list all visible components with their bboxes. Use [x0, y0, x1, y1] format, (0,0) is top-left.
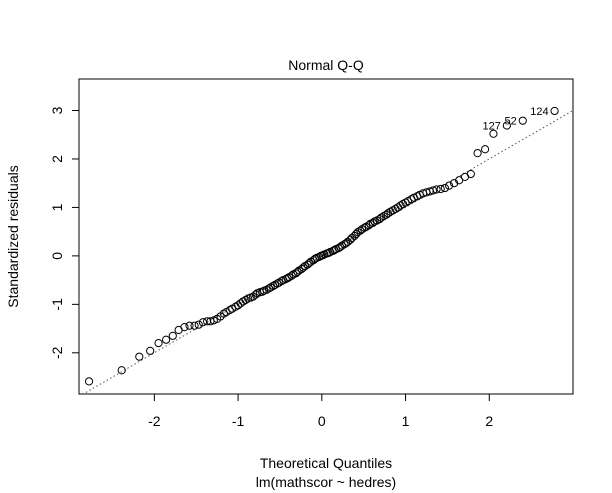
data-point — [489, 129, 498, 138]
data-point — [368, 218, 377, 228]
data-point — [440, 183, 449, 193]
chart-title: Normal Q-Q — [288, 57, 364, 73]
x-tick-label: 0 — [318, 413, 326, 429]
data-point — [258, 287, 267, 296]
point-label: 52 — [505, 116, 517, 128]
data-point — [444, 181, 454, 190]
data-point — [84, 377, 94, 386]
data-point — [432, 185, 441, 194]
data-point — [190, 321, 199, 330]
data-point — [293, 267, 302, 276]
data-point — [364, 221, 373, 230]
data-point — [336, 243, 345, 252]
data-point — [185, 321, 194, 330]
y-tick-label: -2 — [49, 346, 65, 359]
data-point — [466, 169, 475, 179]
data-point — [299, 263, 308, 272]
data-point — [154, 339, 163, 348]
data-point-labeled — [518, 116, 527, 125]
data-point — [436, 184, 445, 194]
x-tick-label: 2 — [485, 413, 493, 429]
data-point — [287, 271, 296, 280]
data-point — [117, 366, 126, 375]
y-tick-label: 3 — [49, 106, 65, 114]
data-point — [194, 320, 203, 329]
point-label: 124 — [530, 106, 548, 118]
data-point — [375, 214, 384, 224]
data-point — [180, 323, 189, 332]
y-tick-label: 2 — [49, 155, 65, 163]
data-point — [135, 352, 144, 361]
data-point — [360, 223, 369, 232]
data-point — [480, 145, 490, 154]
y-tick-label: 1 — [49, 203, 65, 211]
data-point — [429, 186, 438, 195]
data-point — [356, 226, 365, 235]
x-tick-label: -2 — [148, 413, 161, 429]
data-point — [473, 149, 482, 158]
data-point-labeled — [550, 106, 559, 116]
data-point — [283, 274, 292, 283]
data-point-labeled — [502, 121, 511, 130]
y-tick-label: 0 — [49, 252, 65, 260]
y-tick-label: -1 — [49, 298, 65, 311]
point-labels-layer: 124 52 127 — [482, 106, 548, 133]
x-tick-label: 1 — [402, 413, 410, 429]
data-point — [168, 331, 177, 340]
x-axis-sublabel: lm(mathscor ~ hedres) — [256, 474, 396, 490]
data-point — [305, 259, 314, 268]
x-axis-label: Theoretical Quantiles — [260, 455, 392, 471]
data-point — [382, 210, 391, 219]
data-point — [161, 335, 171, 344]
data-point — [251, 290, 260, 299]
data-point — [146, 346, 155, 355]
y-axis-label: Standardized residuals — [5, 165, 21, 307]
points-layer — [84, 106, 559, 386]
x-tick-label: -1 — [232, 413, 245, 429]
plot-box — [78, 78, 574, 395]
data-point — [233, 301, 243, 310]
point-label: 127 — [482, 121, 500, 133]
